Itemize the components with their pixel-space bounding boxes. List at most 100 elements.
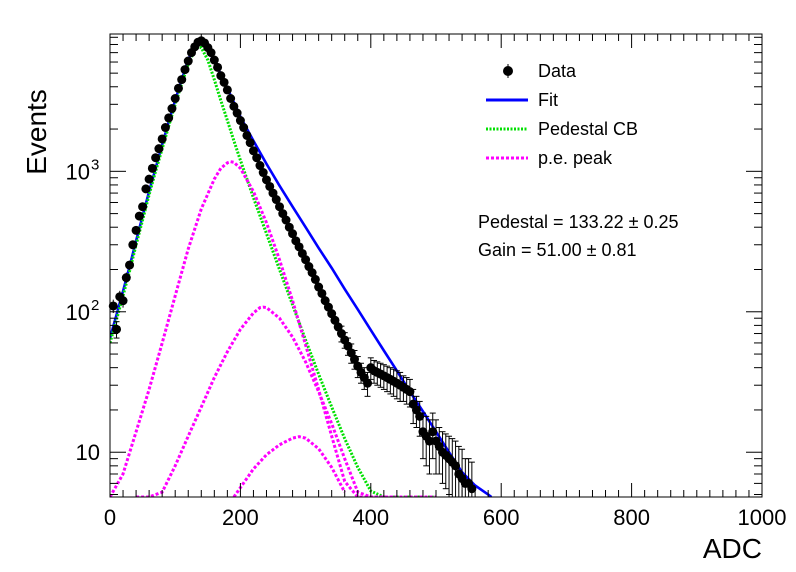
data-marker (363, 378, 373, 388)
data-marker (170, 93, 180, 103)
data-point (235, 116, 245, 126)
data-marker (242, 130, 252, 140)
data-point (118, 294, 128, 308)
data-marker (261, 175, 271, 185)
data-point (288, 229, 298, 239)
legend-item-pe: p.e. peak (486, 148, 613, 168)
data-point (141, 184, 151, 194)
data-point (151, 153, 161, 163)
data-point (164, 113, 174, 123)
data-marker (229, 101, 239, 111)
x-axis-title: ADC (703, 533, 762, 564)
data-points-layer (108, 36, 477, 498)
y-tick-exponent: 2 (91, 297, 99, 314)
data-point (213, 62, 223, 72)
data-marker (424, 436, 434, 446)
data-point (219, 77, 229, 87)
data-point (261, 175, 271, 185)
data-marker (239, 123, 249, 133)
data-point (258, 168, 268, 178)
data-point (281, 215, 291, 225)
data-point (173, 83, 183, 93)
data-point (134, 211, 144, 221)
x-tick-label: 0 (104, 505, 116, 530)
data-marker (173, 83, 183, 93)
data-marker (232, 108, 242, 118)
data-marker (288, 229, 298, 239)
data-marker (327, 309, 337, 319)
data-marker (177, 75, 187, 85)
y-tick-label: 10 (66, 300, 90, 325)
data-point (128, 240, 138, 250)
data-marker (216, 71, 226, 81)
x-tick-label: 400 (352, 505, 389, 530)
data-marker (128, 240, 138, 250)
data-marker (164, 113, 174, 123)
legend-label-pedestal: Pedestal CB (538, 119, 638, 139)
data-point (307, 268, 317, 278)
data-marker (138, 202, 148, 212)
data-marker (451, 461, 461, 471)
legend-marker-data (503, 66, 513, 76)
legend-item-data: Data (503, 61, 577, 81)
legend-label-data: Data (538, 61, 577, 81)
annotation-gain: Gain = 51.00 ± 0.81 (478, 240, 637, 260)
data-marker (144, 174, 154, 184)
legend-item-fit: Fit (486, 90, 558, 110)
data-marker (271, 195, 281, 205)
data-point (177, 75, 187, 85)
data-point (239, 123, 249, 133)
data-point (144, 174, 154, 184)
data-marker (294, 242, 304, 252)
data-marker (255, 161, 265, 171)
data-marker (151, 153, 161, 163)
data-point (138, 202, 148, 212)
data-marker (141, 184, 151, 194)
data-marker (154, 144, 164, 154)
data-point (415, 400, 425, 437)
data-point (428, 412, 438, 460)
data-point (180, 65, 190, 75)
legend-label-pe: p.e. peak (538, 148, 613, 168)
data-point (206, 48, 216, 58)
data-point (317, 288, 327, 300)
data-marker (307, 268, 317, 278)
data-marker (222, 85, 232, 95)
data-point (226, 93, 236, 103)
y-tick-label: 10 (76, 440, 100, 465)
series-line-p-e-peak (110, 160, 436, 497)
data-marker (248, 146, 258, 156)
data-point (125, 260, 135, 270)
data-marker (118, 296, 128, 306)
data-point (245, 138, 255, 148)
data-point (154, 144, 164, 154)
data-point (216, 71, 226, 81)
x-tick-label: 800 (613, 505, 650, 530)
data-point (167, 104, 177, 114)
y-tick-exponent: 3 (91, 156, 99, 173)
data-point (242, 130, 252, 140)
data-point (170, 93, 180, 103)
data-marker (275, 202, 285, 212)
data-point (147, 163, 157, 173)
data-marker (219, 77, 229, 87)
data-point (310, 274, 320, 285)
data-marker (467, 484, 477, 494)
data-point (252, 153, 262, 163)
data-marker (258, 168, 268, 178)
data-point (275, 202, 285, 212)
data-marker (134, 211, 144, 221)
data-point (222, 85, 232, 95)
data-point (209, 55, 219, 65)
data-marker (112, 324, 122, 334)
data-point (121, 272, 131, 284)
data-marker (183, 56, 193, 66)
data-marker (428, 427, 438, 437)
data-point (248, 146, 258, 156)
data-marker (108, 301, 118, 311)
data-point (294, 242, 304, 252)
data-point (271, 195, 281, 205)
data-marker (281, 215, 291, 225)
